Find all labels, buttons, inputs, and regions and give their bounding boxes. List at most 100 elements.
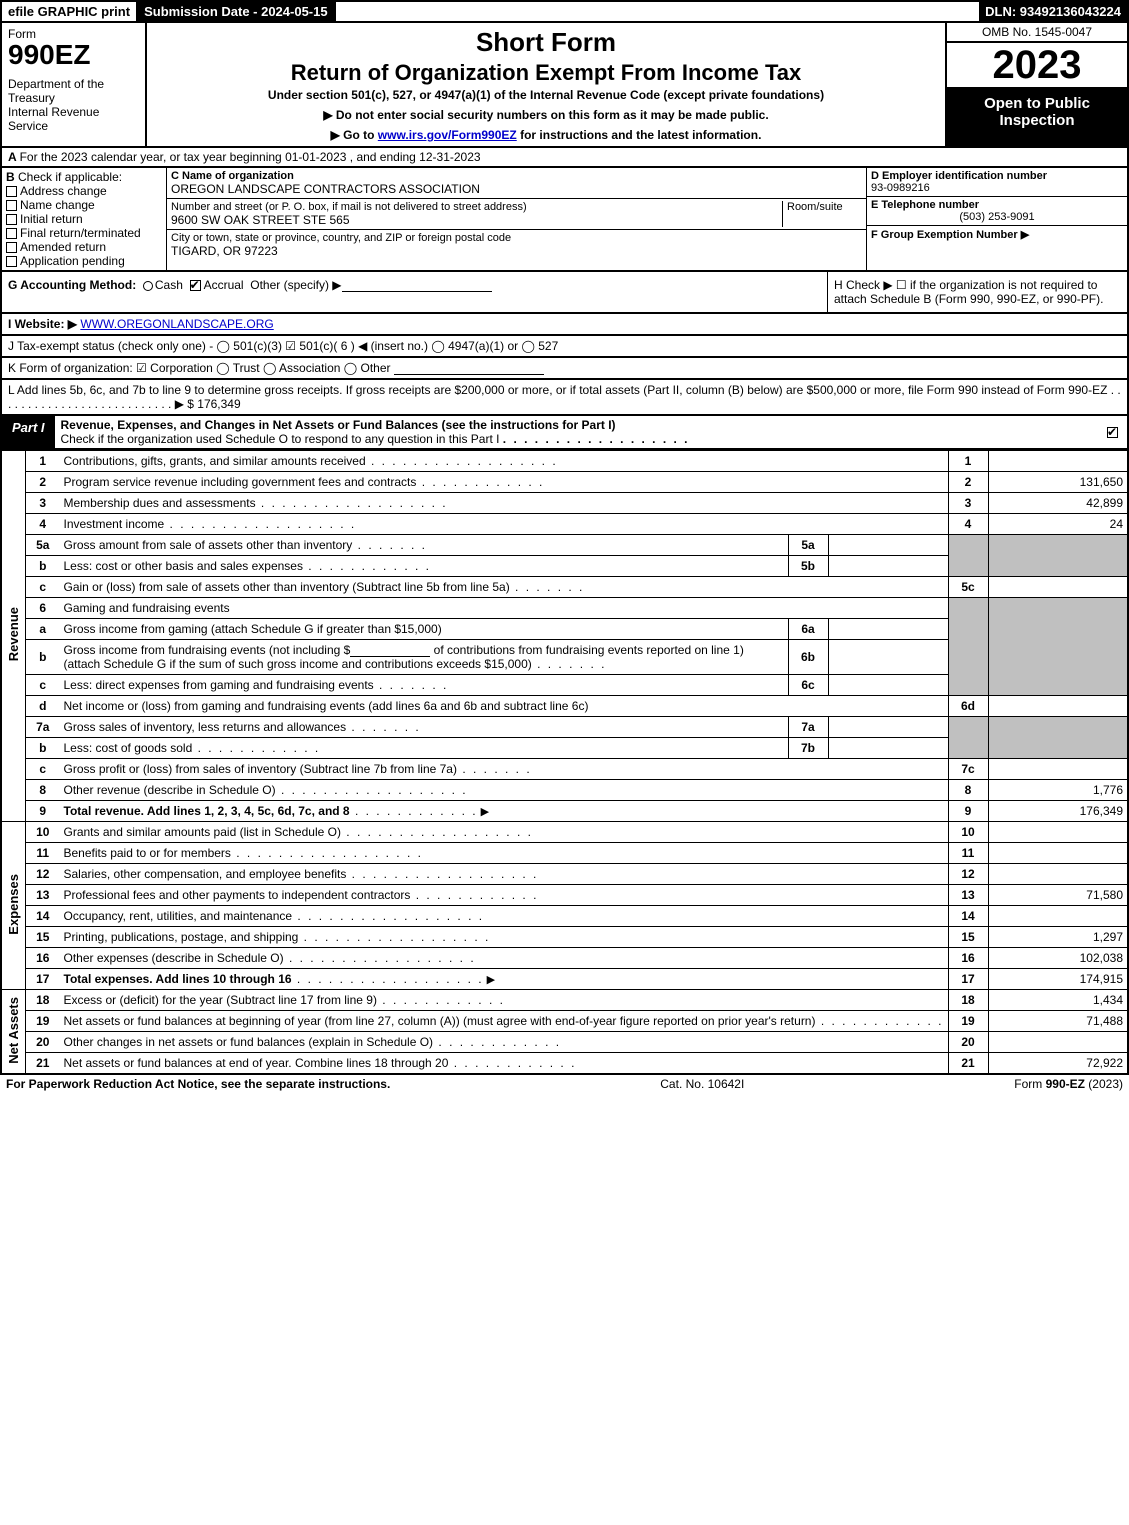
cb-initial-return[interactable]: [6, 214, 17, 225]
footer-left: For Paperwork Reduction Act Notice, see …: [6, 1077, 390, 1091]
l20-rnum: 20: [948, 1032, 988, 1053]
l16-rnum: 16: [948, 948, 988, 969]
l1-rnum: 1: [948, 451, 988, 472]
l6c-mval: [828, 675, 948, 696]
l8-num: 8: [26, 780, 60, 801]
efile-print[interactable]: efile GRAPHIC print: [2, 2, 138, 21]
l6b-blank[interactable]: [350, 645, 430, 657]
l15-num: 15: [26, 927, 60, 948]
l6c-num: c: [26, 675, 60, 696]
l5c-desc: Gain or (loss) from sale of assets other…: [60, 577, 949, 598]
l10-desc: Grants and similar amounts paid (list in…: [60, 822, 949, 843]
l2-rnum: 2: [948, 472, 988, 493]
section-bcdef: B Check if applicable: Address change Na…: [0, 168, 1129, 272]
l6d-num: d: [26, 696, 60, 717]
lines-table: Revenue 1 Contributions, gifts, grants, …: [0, 450, 1129, 1075]
l3-desc: Membership dues and assessments: [60, 493, 949, 514]
l13-num: 13: [26, 885, 60, 906]
cb-name-change[interactable]: [6, 200, 17, 211]
l8-rval: 1,776: [988, 780, 1128, 801]
cb-application-pending[interactable]: [6, 256, 17, 267]
l10-num: 10: [26, 822, 60, 843]
cb-accrual[interactable]: [190, 280, 201, 291]
g-accrual: Accrual: [204, 278, 244, 292]
l6c-mnum: 6c: [788, 675, 828, 696]
revenue-vert-label: Revenue: [1, 451, 26, 822]
part1-header: Part I Revenue, Expenses, and Changes in…: [0, 416, 1129, 450]
l13-rval: 71,580: [988, 885, 1128, 906]
c-name-value: OREGON LANDSCAPE CONTRACTORS ASSOCIATION: [171, 182, 862, 196]
l6-rval-shaded: [988, 598, 1128, 696]
main-title: Return of Organization Exempt From Incom…: [155, 60, 937, 86]
l19-num: 19: [26, 1011, 60, 1032]
l2-desc: Program service revenue including govern…: [60, 472, 949, 493]
cb-address-change[interactable]: [6, 186, 17, 197]
radio-cash[interactable]: [143, 281, 153, 291]
l5ab-rnum-shaded: [948, 535, 988, 577]
ssn-warning: ▶ Do not enter social security numbers o…: [155, 108, 937, 122]
l19-rval: 71,488: [988, 1011, 1128, 1032]
b-item-1: Name change: [20, 198, 95, 212]
b-item-5: Application pending: [20, 254, 125, 268]
l4-rnum: 4: [948, 514, 988, 535]
cb-final-return[interactable]: [6, 228, 17, 239]
k-text: K Form of organization: ☑ Corporation ◯ …: [8, 361, 391, 375]
l6a-desc: Gross income from gaming (attach Schedul…: [60, 619, 789, 640]
row-a-tax-year: A For the 2023 calendar year, or tax yea…: [0, 148, 1129, 168]
g-other-blank[interactable]: [342, 280, 492, 292]
row-h: H Check ▶ ☐ if the organization is not r…: [827, 272, 1127, 312]
l7a-mval: [828, 717, 948, 738]
row-g: G Accounting Method: Cash Accrual Other …: [2, 272, 827, 312]
l3-num: 3: [26, 493, 60, 514]
c-addr-value: 9600 SW OAK STREET STE 565: [171, 213, 782, 227]
l19-desc: Net assets or fund balances at beginning…: [60, 1011, 949, 1032]
c-name-label: C Name of organization: [171, 170, 862, 182]
l10-rval: [988, 822, 1128, 843]
l12-rval: [988, 864, 1128, 885]
website-link[interactable]: WWW.OREGONLANDSCAPE.ORG: [80, 317, 273, 331]
b-item-3: Final return/terminated: [20, 226, 141, 240]
goto-pre: ▶ Go to: [331, 128, 378, 142]
l7c-rnum: 7c: [948, 759, 988, 780]
row-j: J Tax-exempt status (check only one) - ◯…: [0, 336, 1129, 358]
b-item-2: Initial return: [20, 212, 83, 226]
l11-num: 11: [26, 843, 60, 864]
l7a-desc: Gross sales of inventory, less returns a…: [60, 717, 789, 738]
k-other-blank[interactable]: [394, 363, 544, 375]
g-label: G Accounting Method:: [8, 278, 136, 292]
l1-num: 1: [26, 451, 60, 472]
l15-rval: 1,297: [988, 927, 1128, 948]
l12-desc: Salaries, other compensation, and employ…: [60, 864, 949, 885]
goto-instructions: ▶ Go to www.irs.gov/Form990EZ for instru…: [155, 128, 937, 142]
l6d-desc: Net income or (loss) from gaming and fun…: [60, 696, 949, 717]
l16-num: 16: [26, 948, 60, 969]
l7c-desc: Gross profit or (loss) from sales of inv…: [60, 759, 949, 780]
l5c-num: c: [26, 577, 60, 598]
footer: For Paperwork Reduction Act Notice, see …: [0, 1075, 1129, 1093]
col-def: D Employer identification number 93-0989…: [867, 168, 1127, 270]
l18-num: 18: [26, 990, 60, 1011]
l6b-mnum: 6b: [788, 640, 828, 675]
e-value: (503) 253-9091: [871, 211, 1123, 223]
row-k: K Form of organization: ☑ Corporation ◯ …: [0, 358, 1129, 380]
part1-title: Revenue, Expenses, and Changes in Net As…: [55, 416, 1101, 448]
cb-schedule-o[interactable]: [1107, 427, 1118, 438]
d-value: 93-0989216: [871, 182, 1123, 194]
cb-amended-return[interactable]: [6, 242, 17, 253]
l6b-num: b: [26, 640, 60, 675]
footer-mid: Cat. No. 10642I: [660, 1077, 744, 1091]
part1-check-text: Check if the organization used Schedule …: [61, 432, 500, 446]
c-addr-label: Number and street (or P. O. box, if mail…: [171, 201, 782, 213]
l9-rnum: 9: [948, 801, 988, 822]
l18-rnum: 18: [948, 990, 988, 1011]
submission-date: Submission Date - 2024-05-15: [138, 2, 336, 21]
irs-link[interactable]: www.irs.gov/Form990EZ: [378, 128, 517, 142]
l7a-num: 7a: [26, 717, 60, 738]
l7ab-rval-shaded: [988, 717, 1128, 759]
l12-rnum: 12: [948, 864, 988, 885]
g-cash: Cash: [155, 278, 183, 292]
l16-rval: 102,038: [988, 948, 1128, 969]
col-b-checkboxes: B Check if applicable: Address change Na…: [2, 168, 167, 270]
l11-rnum: 11: [948, 843, 988, 864]
header-left: Form 990EZ Department of the Treasury In…: [2, 23, 147, 146]
